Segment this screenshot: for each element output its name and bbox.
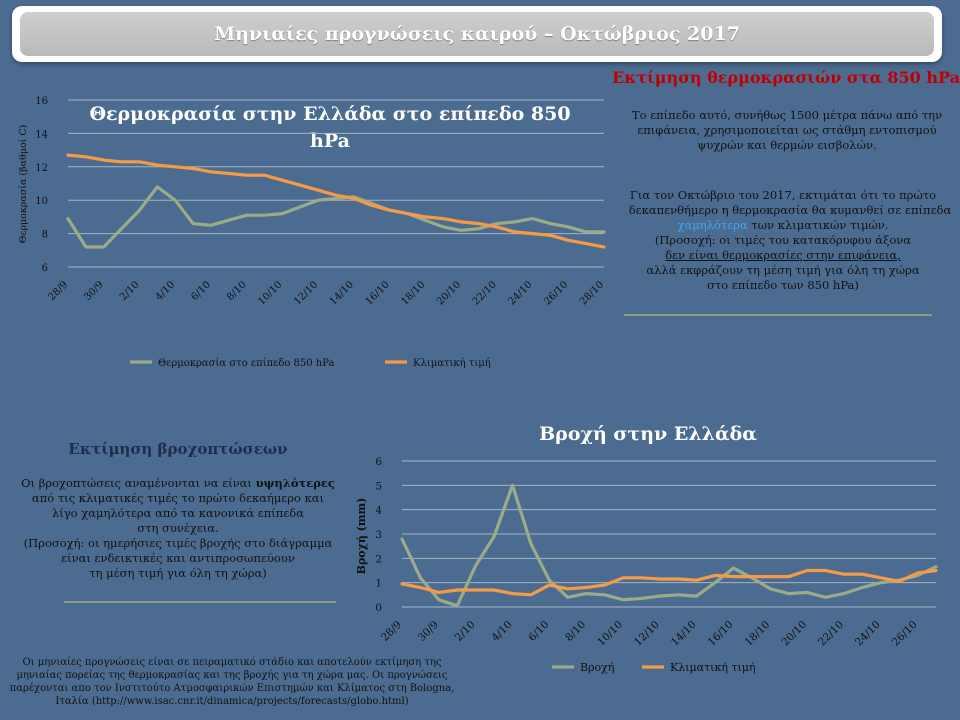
y-tick-label: 4 [375, 505, 382, 517]
temperature-panel-forecast: Για τον Οκτώβριο του 2017, εκτιμάται ότι… [606, 188, 960, 293]
temperature-forecast-note4: στο επίπεδο των 850 hPa) [707, 278, 859, 292]
rain-text-lead: Οι βροχοπτώσεις αναμένονται να είναι [21, 476, 256, 490]
title-banner-inner: Μηνιαίες προγνώσεις καιρού – Οκτώβριος 2… [20, 12, 934, 56]
y-tick-label: 14 [35, 129, 48, 140]
rain-panel-divider [64, 601, 336, 603]
temperature-chart-xticks: 28/9 30/9 2/10 4/10 6/10 8/10 10/10 12/10 14/10 1… [46, 279, 606, 307]
x-tick-label: 24/10 [853, 619, 883, 649]
temperature-forecast-note2: δεν είναι θερμοκρασίες στην επιφάνεια, [665, 248, 901, 262]
temperature-chart-series [66, 153, 606, 249]
y-tick-label: 10 [35, 196, 48, 207]
rain-chart-yticks: 0 1 2 3 4 5 6 [375, 456, 382, 614]
x-tick-label: 20/10 [779, 619, 809, 649]
y-tick-label: 5 [375, 480, 382, 492]
rain-chart: Βροχή στην Ελλάδα Βροχή (mm) 0 1 2 3 4 5 6 28/… [355, 423, 938, 674]
x-tick-label: 20/10 [435, 279, 463, 307]
rain-text-line5: (Προσοχή: οι ημερήσιες τιμές βροχής στο … [23, 536, 333, 550]
x-tick-label: 14/10 [328, 279, 356, 307]
title-banner: Μηνιαίες προγνώσεις καιρού – Οκτώβριος 2… [12, 6, 942, 62]
rain-chart-ylabel: Βροχή (mm) [355, 498, 368, 575]
rain-chart-title: Βροχή στην Ελλάδα [539, 423, 757, 445]
temperature-forecast-highlight: χαμηλότερα [677, 218, 748, 232]
temperature-forecast-note3: αλλά εκφράζουν τη μέση τιμή για όλη τη χ… [646, 263, 920, 277]
x-tick-label: 16/10 [364, 279, 392, 307]
rain-panel-text: Οι βροχοπτώσεις αναμένονται να είναι υψη… [0, 476, 356, 581]
x-tick-label: 22/10 [816, 619, 846, 649]
rain-chart-xticks: 28/9 30/9 2/10 4/10 6/10 8/10 10/10 12/10 14/10 1… [379, 619, 920, 649]
x-tick-label: 26/10 [542, 279, 570, 307]
x-tick-label: 12/10 [632, 619, 662, 649]
temperature-chart-title-line2: hPa [310, 130, 350, 152]
y-tick-label: 12 [35, 163, 48, 174]
x-tick-label: 10/10 [595, 619, 625, 649]
x-tick-label: 22/10 [471, 279, 499, 307]
series-line-1 [66, 185, 606, 249]
rain-chart-series [400, 483, 938, 608]
x-tick-label: 4/10 [154, 279, 178, 303]
x-tick-label: 6/10 [526, 619, 551, 644]
x-tick-label: 18/10 [399, 279, 427, 307]
rain-text-line2: από τις κλιματικές τιμές το πρώτο δεκαήμ… [31, 491, 325, 505]
rain-chart-legend: Βροχή Κλιματική τιμή [552, 661, 756, 674]
x-tick-label: 2/10 [453, 619, 478, 644]
rain-text-bold: υψηλότερες [255, 476, 335, 490]
x-tick-label: 30/9 [82, 279, 106, 303]
legend-label-1: Θερμοκρασία στο επίπεδο 850 hPa [158, 358, 335, 369]
x-tick-label: 4/10 [489, 619, 514, 644]
y-tick-label: 16 [35, 96, 48, 107]
y-tick-label: 3 [375, 529, 382, 541]
page-title: Μηνιαίες προγνώσεις καιρού – Οκτώβριος 2… [214, 23, 740, 45]
rain-text-line4: στη συνέχεια. [137, 521, 219, 535]
temperature-forecast-line2: δεκαπενθήμερο η θερμοκρασία θα κυμανθεί … [628, 203, 952, 217]
rain-text-line1: Οι βροχοπτώσεις αναμένονται να είναι υψη… [0, 476, 356, 491]
x-tick-label: 24/10 [506, 279, 534, 307]
x-tick-label: 28/9 [46, 279, 70, 303]
x-tick-label: 6/10 [189, 279, 213, 303]
x-tick-label: 26/10 [890, 619, 920, 649]
y-tick-label: 2 [375, 553, 382, 565]
rain-chart-grid [402, 460, 936, 608]
footnote: Οι μηνιαίες προγνώσεις είναι σε πειραματ… [9, 657, 455, 707]
temperature-chart-ylabel: Θερμοκρασία (βαθμοί C) [18, 125, 29, 244]
legend-label-2: Κλιματική τιμή [670, 661, 756, 674]
temperature-chart-legend: Θερμοκρασία στο επίπεδο 850 hPa Κλιματική… [130, 358, 491, 369]
temperature-panel-divider [624, 314, 932, 316]
series-line-1 [400, 483, 938, 608]
temperature-panel-heading: Εκτίμηση θερμοκρασιών στα 850 hPa [612, 68, 960, 87]
temperature-chart: Θερμοκρασία στην Ελλάδα στο επίπεδο 850 … [18, 96, 606, 369]
x-tick-label: 2/10 [118, 279, 142, 303]
series-line-2 [66, 153, 606, 249]
x-tick-label: 10/10 [256, 279, 284, 307]
x-tick-label: 16/10 [706, 619, 736, 649]
y-tick-label: 6 [42, 263, 48, 274]
rain-text-line3: λίγο χαμηλότερα από τα κανονικά επίπεδα [52, 506, 304, 520]
legend-label-2: Κλιματική τιμή [413, 358, 491, 369]
y-tick-label: 0 [375, 602, 382, 614]
series-line-2 [400, 568, 938, 597]
rain-text-line6: είναι ενδεικτικές και αντιπροσωπεύουν [61, 551, 295, 565]
temperature-forecast-line1: Για τον Οκτώβριο του 2017, εκτιμάται ότι… [629, 188, 937, 202]
rain-panel-heading: Εκτίμηση βροχοπτώσεων [68, 440, 288, 458]
temperature-chart-title-line1: Θερμοκρασία στην Ελλάδα στο επίπεδο 850 [89, 103, 570, 125]
temperature-panel-intro: Το επίπεδο αυτό, συνήθως 1500 μέτρα πάνω… [631, 108, 943, 152]
temperature-chart-yticks: 6 8 10 12 14 16 [35, 96, 48, 274]
y-tick-label: 1 [375, 578, 382, 590]
temperature-forecast-note1: (Προσοχή: οι τιμές του κατακόρυφου άξονα [654, 233, 912, 247]
temperature-forecast-after: των κλιματικών τιμών. [747, 218, 889, 232]
x-tick-label: 8/10 [225, 279, 249, 303]
x-tick-label: 12/10 [292, 279, 320, 307]
x-tick-label: 18/10 [743, 619, 773, 649]
x-tick-label: 28/9 [379, 619, 404, 644]
x-tick-label: 30/9 [416, 619, 441, 644]
temperature-chart-grid [68, 99, 604, 268]
rain-text-line7: τη μέση τιμή για όλη τη χώρα) [89, 566, 267, 580]
x-tick-label: 8/10 [563, 619, 588, 644]
x-tick-label: 14/10 [669, 619, 699, 649]
legend-label-1: Βροχή [580, 661, 614, 674]
y-tick-label: 6 [375, 456, 382, 468]
y-tick-label: 8 [42, 230, 48, 241]
temperature-forecast-line3: χαμηλότερα των κλιματικών τιμών. [606, 218, 960, 233]
x-tick-label: 28/10 [578, 279, 606, 307]
